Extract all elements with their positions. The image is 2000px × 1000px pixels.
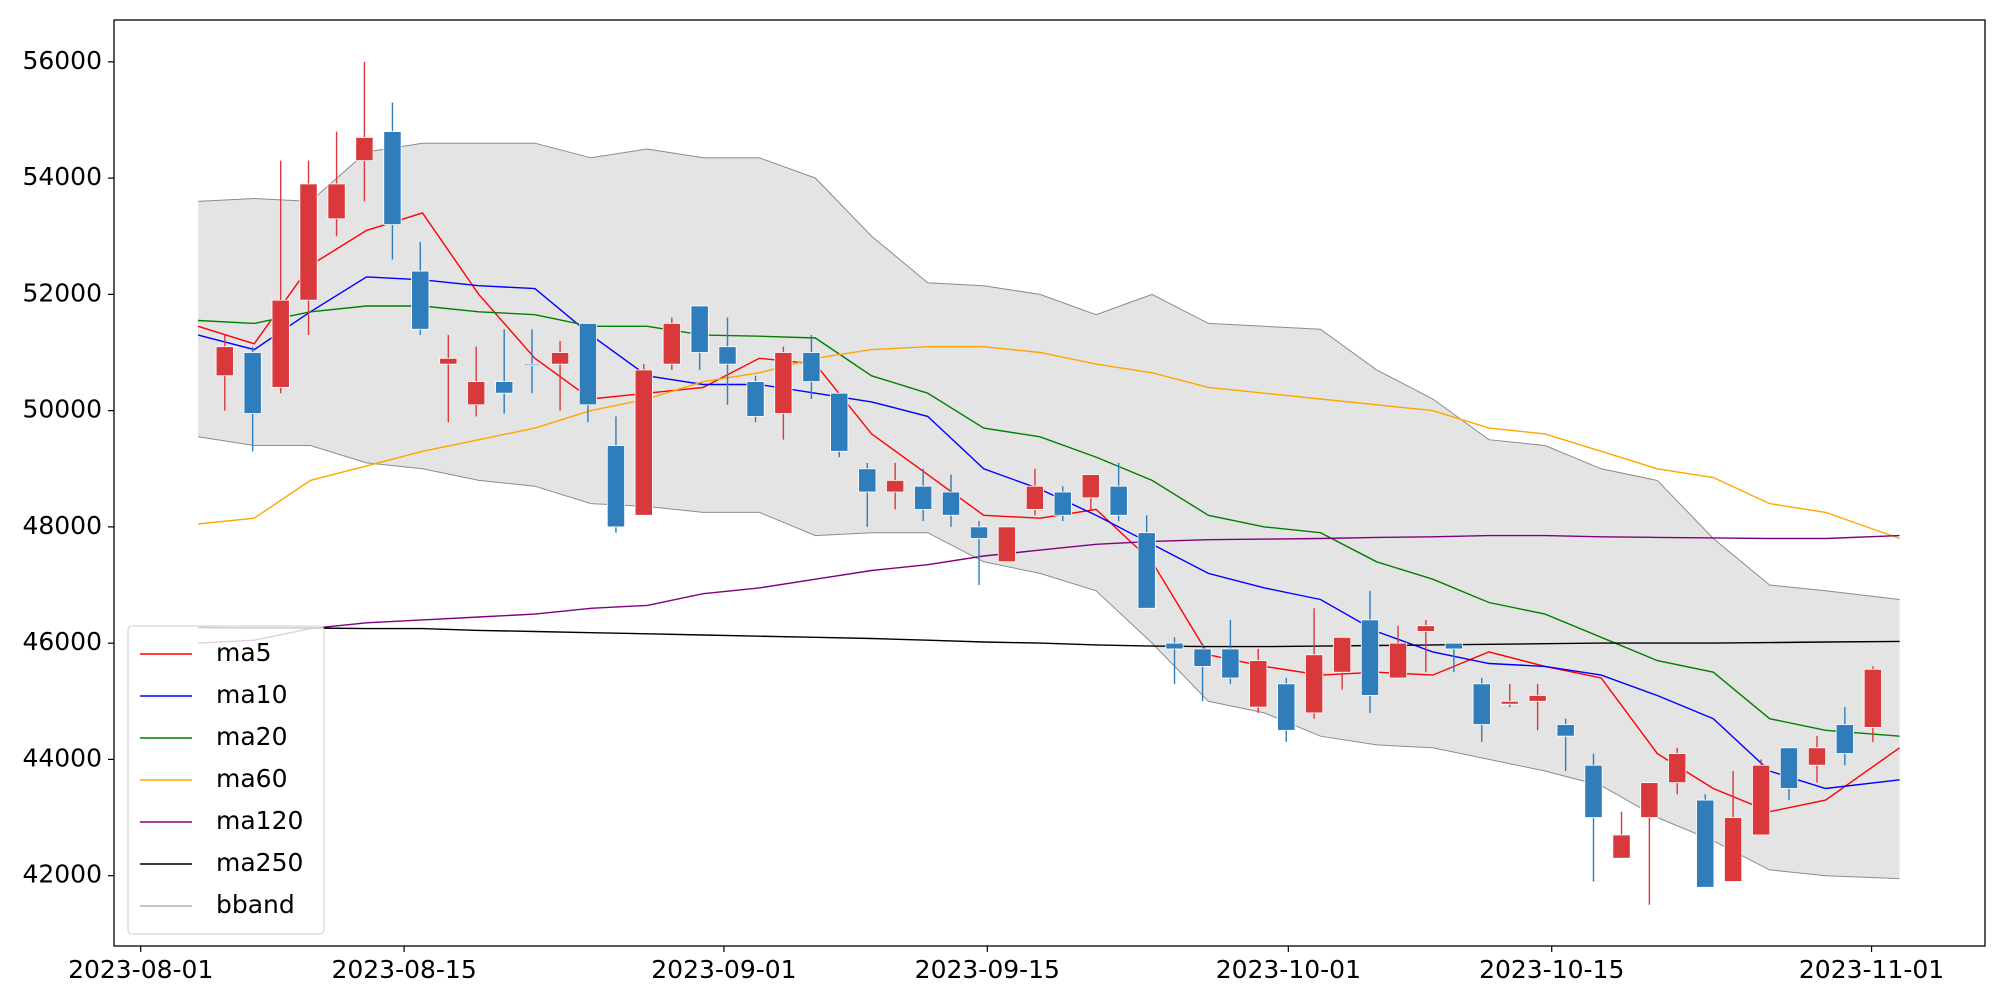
candle-body xyxy=(634,369,653,516)
candle-body xyxy=(439,357,458,365)
candle-body xyxy=(997,526,1016,563)
band-upper xyxy=(198,142,1900,600)
x-tick-label: 2023-11-01 xyxy=(1799,955,1944,984)
candle-body xyxy=(1779,747,1799,789)
x-tick-label: 2023-10-01 xyxy=(1216,955,1361,984)
legend-label: ma10 xyxy=(216,680,287,709)
candle-body xyxy=(1193,648,1212,667)
candle-body xyxy=(941,491,961,516)
legend-label: ma120 xyxy=(216,806,303,835)
y-tick-label: 42000 xyxy=(22,860,102,889)
candle-body xyxy=(1584,764,1603,818)
candle-body xyxy=(1500,700,1519,705)
candle-body xyxy=(215,346,234,377)
candle-body xyxy=(1472,683,1491,725)
candle-body xyxy=(271,299,290,388)
candle-body xyxy=(1277,683,1296,731)
candle-body xyxy=(1640,782,1659,818)
plot-frame xyxy=(113,19,1986,947)
x-tick-label: 2023-10-15 xyxy=(1479,955,1624,984)
candle-body xyxy=(1528,695,1547,702)
legend-box xyxy=(127,625,325,935)
candle-body xyxy=(522,363,542,367)
y-tick-label: 52000 xyxy=(22,278,102,307)
candle-body xyxy=(1668,753,1687,784)
candle-body xyxy=(1137,532,1156,609)
legend-label: ma5 xyxy=(216,638,272,667)
x-tick-label: 2023-09-15 xyxy=(915,955,1060,984)
legend-label: ma60 xyxy=(216,764,287,793)
ma-line xyxy=(198,626,1900,648)
candle-body xyxy=(914,485,933,510)
candle-body xyxy=(662,323,681,365)
candle-body xyxy=(327,183,346,220)
candle-body xyxy=(1221,648,1240,679)
candle-body xyxy=(830,392,849,452)
candle-body xyxy=(1109,485,1128,516)
y-tick-label: 44000 xyxy=(22,743,102,772)
candle-body xyxy=(690,305,709,353)
candle-body xyxy=(1081,474,1100,499)
candle-body xyxy=(886,479,905,493)
x-tick-label: 2023-08-15 xyxy=(331,955,476,984)
candle-body xyxy=(1416,625,1435,632)
y-tick-label: 46000 xyxy=(22,627,102,656)
legend-label: ma250 xyxy=(216,848,303,877)
legend-label: ma20 xyxy=(216,722,287,751)
candle-body xyxy=(355,137,374,162)
candle-body xyxy=(746,381,765,417)
candle-body xyxy=(1752,764,1771,836)
candle-body xyxy=(1249,660,1268,708)
candle-body xyxy=(1807,747,1827,766)
candle-body xyxy=(1612,834,1631,859)
candle-body xyxy=(969,526,989,539)
candle-body xyxy=(495,381,514,394)
candle-body xyxy=(1835,724,1854,754)
candle-body xyxy=(802,352,821,382)
ma-line xyxy=(198,534,1900,644)
candle-body xyxy=(1165,642,1184,650)
legend-label: bband xyxy=(216,890,295,919)
y-tick-label: 56000 xyxy=(22,46,102,75)
candle-body xyxy=(1444,642,1463,650)
candle-body xyxy=(411,270,430,330)
candle-body xyxy=(1305,654,1324,714)
candle-body xyxy=(1724,817,1743,882)
plot-area xyxy=(197,61,1901,905)
x-tick-label: 2023-08-01 xyxy=(68,955,213,984)
candle-body xyxy=(299,183,318,301)
candle-body xyxy=(1863,668,1882,728)
ma-line xyxy=(197,212,1901,813)
y-tick-label: 50000 xyxy=(22,395,102,424)
ma-line xyxy=(198,305,1900,737)
band-area xyxy=(198,143,1900,879)
candle-body xyxy=(1025,485,1044,510)
candle-body xyxy=(1556,724,1575,737)
candle-body xyxy=(467,381,486,406)
candle-body xyxy=(1360,619,1380,696)
candle-body xyxy=(578,323,597,406)
y-tick-label: 54000 xyxy=(22,162,102,191)
y-tick-label: 48000 xyxy=(22,511,102,540)
candle-body xyxy=(606,445,626,528)
candle-body xyxy=(1696,799,1715,888)
x-tick-label: 2023-09-01 xyxy=(651,955,796,984)
candle-body xyxy=(1053,491,1072,516)
ma-line xyxy=(198,346,1900,540)
candle-body xyxy=(551,352,570,365)
candle-body xyxy=(774,352,793,414)
legend: ma5 ma10 ma20 ma60 ma120 ma250 bband xyxy=(127,625,325,935)
candle-body xyxy=(858,468,877,493)
candle-body xyxy=(243,352,262,414)
candle-body xyxy=(718,346,737,365)
candle-body xyxy=(1333,636,1352,673)
candle-body xyxy=(1388,642,1408,679)
candle-body xyxy=(383,131,402,226)
